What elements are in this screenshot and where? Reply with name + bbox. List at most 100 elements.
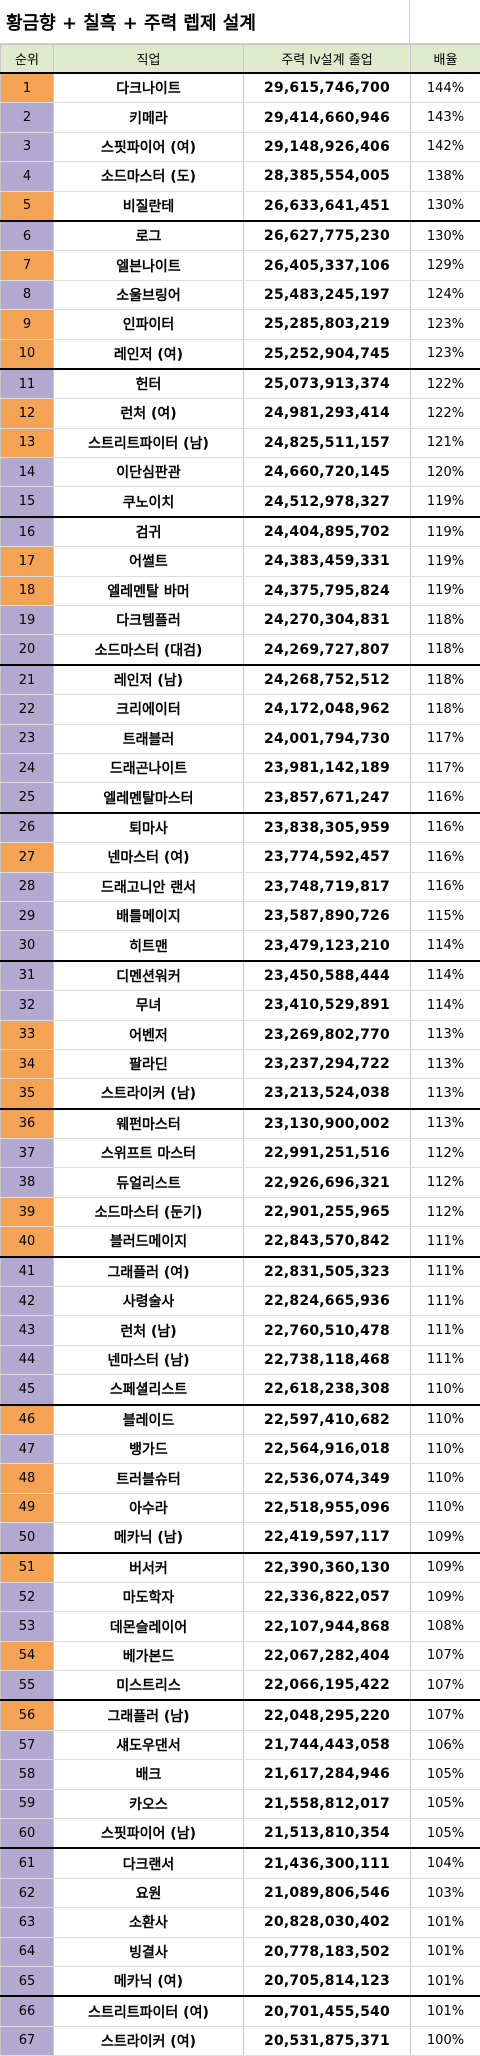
- ratio-cell[interactable]: 116%: [411, 872, 480, 901]
- ratio-cell[interactable]: 143%: [411, 103, 480, 132]
- total-cell[interactable]: 24,383,459,331: [244, 547, 411, 576]
- ratio-cell[interactable]: 105%: [411, 1819, 480, 1849]
- rank-cell[interactable]: 24: [1, 753, 54, 782]
- rank-cell[interactable]: 13: [1, 428, 54, 457]
- rank-cell[interactable]: 16: [1, 517, 54, 547]
- ratio-cell[interactable]: 118%: [411, 665, 480, 695]
- total-cell[interactable]: 23,748,719,817: [244, 872, 411, 901]
- ratio-cell[interactable]: 112%: [411, 1168, 480, 1197]
- rank-cell[interactable]: 32: [1, 991, 54, 1020]
- total-cell[interactable]: 22,597,410,682: [244, 1405, 411, 1435]
- job-cell[interactable]: 드래고니안 랜서: [54, 872, 244, 901]
- total-cell[interactable]: 22,926,696,321: [244, 1168, 411, 1197]
- job-cell[interactable]: 레인저 (여): [54, 339, 244, 369]
- job-cell[interactable]: 스페셜리스트: [54, 1375, 244, 1405]
- ratio-cell[interactable]: 113%: [411, 1109, 480, 1139]
- total-cell[interactable]: 25,073,913,374: [244, 369, 411, 399]
- ratio-cell[interactable]: 115%: [411, 901, 480, 930]
- ratio-cell[interactable]: 119%: [411, 576, 480, 605]
- ratio-cell[interactable]: 110%: [411, 1464, 480, 1493]
- job-cell[interactable]: 요원: [54, 1878, 244, 1907]
- job-cell[interactable]: 소환사: [54, 1908, 244, 1937]
- job-cell[interactable]: 트래블러: [54, 724, 244, 753]
- rank-cell[interactable]: 41: [1, 1257, 54, 1287]
- rank-cell[interactable]: 43: [1, 1316, 54, 1345]
- total-cell[interactable]: 22,419,597,117: [244, 1523, 411, 1553]
- ratio-cell[interactable]: 114%: [411, 991, 480, 1020]
- ratio-cell[interactable]: 113%: [411, 1020, 480, 1049]
- total-cell[interactable]: 22,518,955,096: [244, 1493, 411, 1522]
- total-cell[interactable]: 24,001,794,730: [244, 724, 411, 753]
- ratio-cell[interactable]: 118%: [411, 606, 480, 635]
- total-cell[interactable]: 22,390,360,130: [244, 1553, 411, 1583]
- rank-cell[interactable]: 51: [1, 1553, 54, 1583]
- ratio-cell[interactable]: 114%: [411, 961, 480, 991]
- job-cell[interactable]: 베가본드: [54, 1641, 244, 1670]
- rank-cell[interactable]: 52: [1, 1582, 54, 1611]
- rank-cell[interactable]: 60: [1, 1819, 54, 1849]
- total-cell[interactable]: 24,825,511,157: [244, 428, 411, 457]
- total-cell[interactable]: 22,824,665,936: [244, 1287, 411, 1316]
- rank-cell[interactable]: 17: [1, 547, 54, 576]
- rank-cell[interactable]: 54: [1, 1641, 54, 1670]
- job-cell[interactable]: 스핏파이어 (남): [54, 1819, 244, 1849]
- total-cell[interactable]: 22,991,251,516: [244, 1139, 411, 1168]
- rank-cell[interactable]: 33: [1, 1020, 54, 1049]
- rank-cell[interactable]: 36: [1, 1109, 54, 1139]
- ratio-cell[interactable]: 111%: [411, 1257, 480, 1287]
- rank-cell[interactable]: 38: [1, 1168, 54, 1197]
- job-cell[interactable]: 다크랜서: [54, 1848, 244, 1878]
- ratio-cell[interactable]: 119%: [411, 487, 480, 517]
- job-cell[interactable]: 아수라: [54, 1493, 244, 1522]
- total-cell[interactable]: 24,981,293,414: [244, 399, 411, 428]
- rank-cell[interactable]: 46: [1, 1405, 54, 1435]
- job-cell[interactable]: 엘레멘탈마스터: [54, 783, 244, 813]
- rank-cell[interactable]: 45: [1, 1375, 54, 1405]
- ratio-cell[interactable]: 111%: [411, 1316, 480, 1345]
- total-cell[interactable]: 23,857,671,247: [244, 783, 411, 813]
- rank-cell[interactable]: 67: [1, 2026, 54, 2055]
- total-cell[interactable]: 29,414,660,946: [244, 103, 411, 132]
- job-cell[interactable]: 인파이터: [54, 310, 244, 339]
- rank-cell[interactable]: 8: [1, 280, 54, 309]
- sheet-title[interactable]: 황금향 + 칠흑 + 주력 렙제 설계: [0, 0, 410, 43]
- total-cell[interactable]: 22,564,916,018: [244, 1434, 411, 1463]
- rank-cell[interactable]: 27: [1, 843, 54, 872]
- rank-cell[interactable]: 11: [1, 369, 54, 399]
- job-cell[interactable]: 런처 (여): [54, 399, 244, 428]
- job-cell[interactable]: 카오스: [54, 1789, 244, 1818]
- job-cell[interactable]: 쿠노이치: [54, 487, 244, 517]
- job-cell[interactable]: 그래플러 (여): [54, 1257, 244, 1287]
- ratio-cell[interactable]: 142%: [411, 132, 480, 161]
- rank-cell[interactable]: 62: [1, 1878, 54, 1907]
- rank-cell[interactable]: 12: [1, 399, 54, 428]
- job-cell[interactable]: 듀얼리스트: [54, 1168, 244, 1197]
- total-cell[interactable]: 24,172,048,962: [244, 695, 411, 724]
- rank-cell[interactable]: 3: [1, 132, 54, 161]
- ratio-cell[interactable]: 112%: [411, 1139, 480, 1168]
- empty-cell[interactable]: [410, 0, 480, 43]
- job-cell[interactable]: 그래플러 (남): [54, 1700, 244, 1730]
- rank-cell[interactable]: 6: [1, 221, 54, 251]
- total-cell[interactable]: 22,618,238,308: [244, 1375, 411, 1405]
- total-cell[interactable]: 21,558,812,017: [244, 1789, 411, 1818]
- total-cell[interactable]: 22,843,570,842: [244, 1227, 411, 1257]
- ratio-cell[interactable]: 105%: [411, 1760, 480, 1789]
- ratio-cell[interactable]: 109%: [411, 1523, 480, 1553]
- ratio-cell[interactable]: 111%: [411, 1345, 480, 1374]
- rank-cell[interactable]: 66: [1, 1996, 54, 2026]
- total-cell[interactable]: 24,268,752,512: [244, 665, 411, 695]
- ratio-cell[interactable]: 107%: [411, 1671, 480, 1701]
- total-cell[interactable]: 24,512,978,327: [244, 487, 411, 517]
- ratio-cell[interactable]: 110%: [411, 1405, 480, 1435]
- job-cell[interactable]: 배크: [54, 1760, 244, 1789]
- job-cell[interactable]: 배틀메이지: [54, 901, 244, 930]
- job-cell[interactable]: 팔라딘: [54, 1049, 244, 1078]
- ratio-cell[interactable]: 111%: [411, 1227, 480, 1257]
- total-cell[interactable]: 22,831,505,323: [244, 1257, 411, 1287]
- total-cell[interactable]: 24,375,795,824: [244, 576, 411, 605]
- ratio-cell[interactable]: 144%: [411, 73, 480, 103]
- total-cell[interactable]: 22,760,510,478: [244, 1316, 411, 1345]
- rank-cell[interactable]: 56: [1, 1700, 54, 1730]
- rank-cell[interactable]: 65: [1, 1967, 54, 1997]
